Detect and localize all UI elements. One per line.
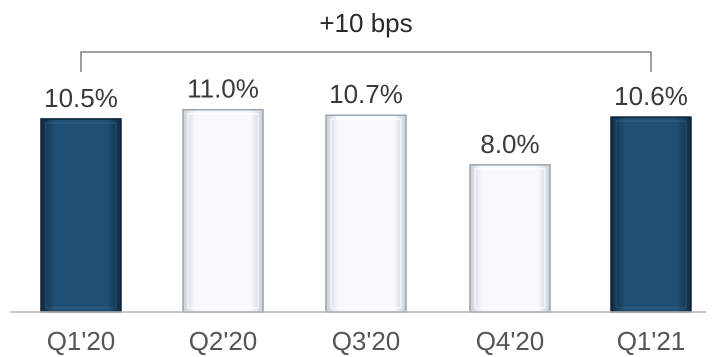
bar-bevel xyxy=(615,120,687,309)
x-tick-label: Q2'20 xyxy=(189,326,258,356)
bar-bevel xyxy=(45,122,117,309)
bar-bevel xyxy=(474,168,546,309)
x-tick-label: Q1'20 xyxy=(47,326,116,356)
annotation-bracket xyxy=(80,51,652,72)
x-tick-label: Q1'21 xyxy=(617,326,686,356)
data-label: 8.0% xyxy=(480,129,539,159)
annotation-label: +10 bps xyxy=(319,8,412,38)
data-label: 10.6% xyxy=(614,81,688,111)
bar xyxy=(469,164,551,313)
x-tick-label: Q3'20 xyxy=(332,326,401,356)
bar xyxy=(610,116,692,313)
bar-bevel xyxy=(330,118,402,309)
bar xyxy=(40,118,122,313)
data-label: 10.7% xyxy=(329,79,403,109)
data-label: 10.5% xyxy=(44,83,118,113)
bar xyxy=(325,114,407,313)
bars-group xyxy=(40,108,692,313)
bar xyxy=(182,108,264,313)
labels-group: 10.5% Q1'20 11.0% Q2'20 10.7% Q3'20 8.0% Q4'20 1… xyxy=(44,74,688,356)
x-tick-label: Q4'20 xyxy=(476,326,545,356)
annotation-group: +10 bps xyxy=(80,8,652,72)
bar-bevel xyxy=(187,113,259,309)
data-label: 11.0% xyxy=(187,74,259,104)
